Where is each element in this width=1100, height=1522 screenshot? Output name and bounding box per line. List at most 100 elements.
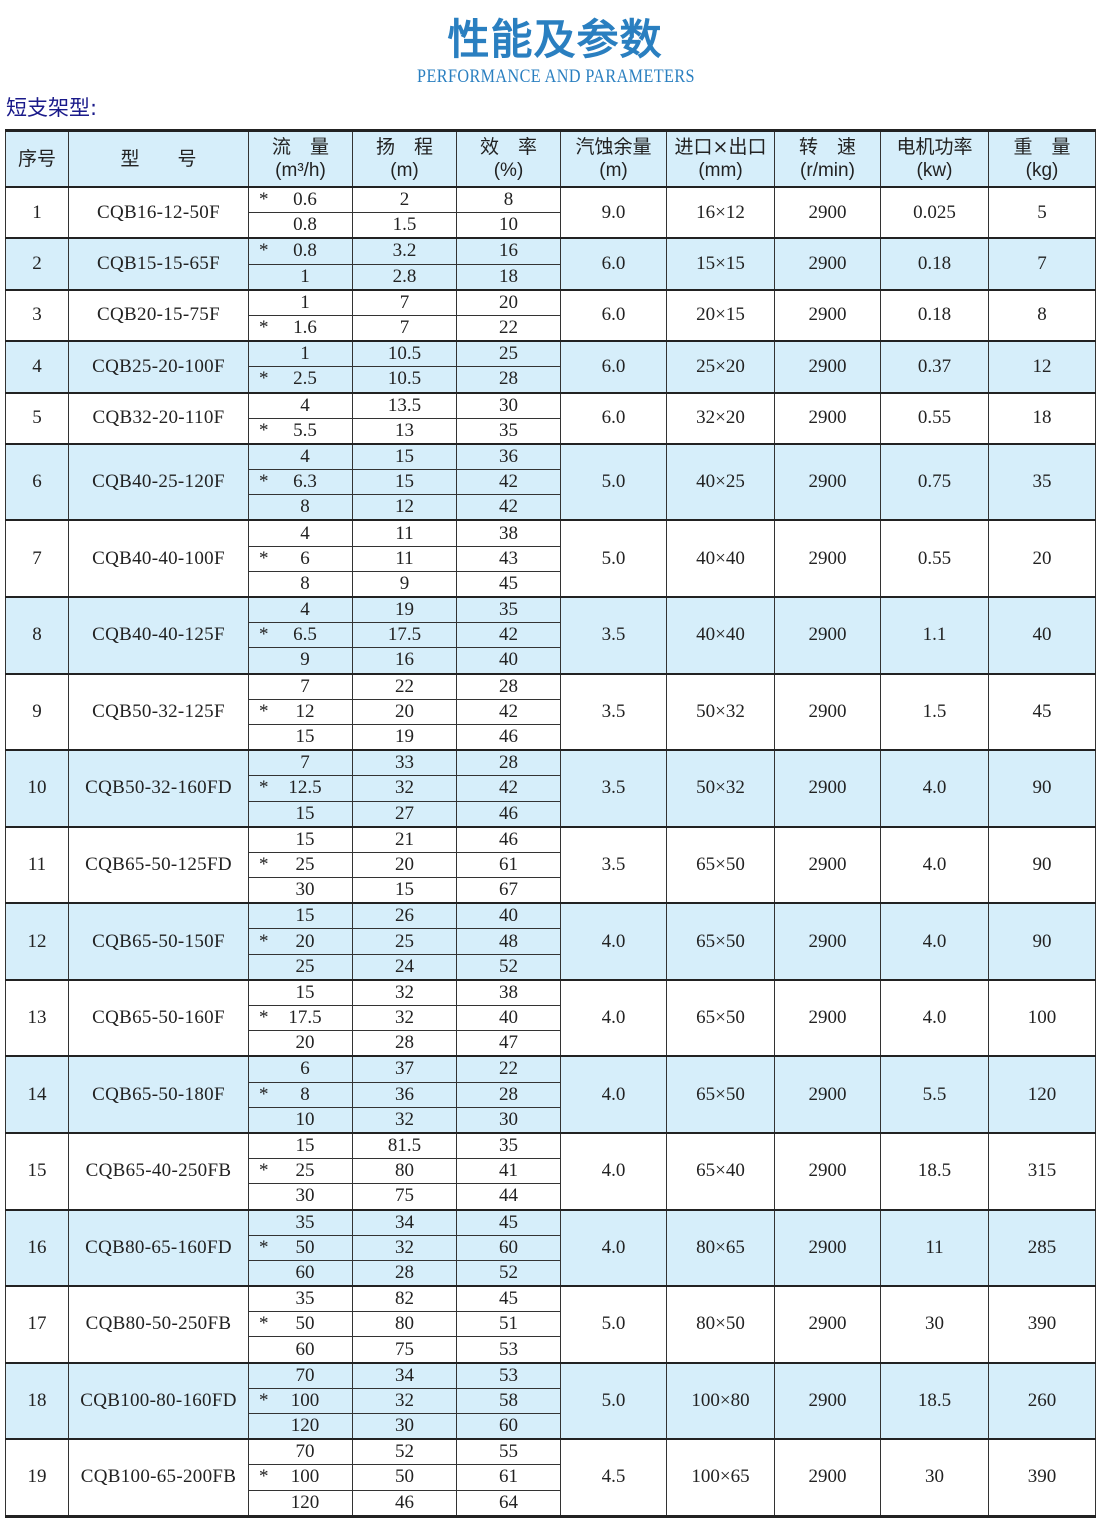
model-cell: CQB80-65-160FD [68, 1208, 249, 1287]
row-number: 18 [5, 1361, 69, 1440]
rated-point-marker: * [259, 1007, 269, 1029]
row-number: 15 [5, 1131, 69, 1210]
flow-value: 9 [300, 649, 310, 671]
flow-cell: 1 [248, 288, 353, 316]
table-row: 0.8 1.5 10 [6, 212, 1096, 239]
table-row: * 50 32 60 [6, 1234, 1096, 1261]
table-row: 4 CQB25-20-100F 1 10.5 25 6.0 25×20 2900 0.37 12 [5, 340, 1096, 394]
header-flow: 流 量 (m³/h) [248, 130, 353, 188]
rated-point-marker: * [259, 700, 269, 722]
efficiency-cell: 42 [456, 698, 561, 725]
header-unit: (m³/h) [275, 160, 326, 181]
rated-point-marker: * [259, 547, 269, 569]
weight-cell: 8 [988, 288, 1096, 342]
flow-value: 1 [300, 343, 310, 365]
weight-cell: 260 [988, 1361, 1096, 1440]
table-row: 17 CQB80-50-250FB 35 82 45 5.0 80×50 2900 30 390 [5, 1285, 1096, 1364]
row-number: 6 [5, 442, 69, 521]
npsh-cell: 6.0 [560, 288, 667, 342]
rated-point-marker: * [259, 777, 269, 799]
efficiency-cell: 22 [456, 314, 561, 342]
flow-value: 100 [290, 1466, 320, 1488]
header-label: 效 率 [479, 136, 537, 158]
head-cell: 32 [352, 1234, 457, 1261]
head-cell: 75 [352, 1183, 457, 1210]
power-cell: 4.0 [880, 749, 989, 828]
efficiency-cell: 45 [456, 1285, 561, 1313]
row-number: 7 [5, 519, 69, 598]
npsh-cell: 5.0 [560, 519, 667, 598]
flow-cell: * 17.5 [248, 1004, 353, 1032]
flow-value: 1 [300, 291, 310, 313]
header-unit: (m) [599, 160, 628, 181]
flow-value: 12.5 [288, 777, 322, 799]
header-label: 流 量 [271, 136, 329, 158]
header-label: 序号 [17, 147, 56, 170]
head-cell: 28 [352, 1259, 457, 1287]
power-cell: 0.025 [880, 185, 989, 239]
speed-cell: 2900 [774, 340, 881, 394]
efficiency-cell: 8 [456, 186, 561, 214]
table-row: 11 CQB65-50-125FD 15 21 46 3.5 65×50 2900 4.0 90 [5, 825, 1096, 904]
speed-cell: 2900 [774, 672, 881, 751]
power-cell: 11 [880, 1208, 989, 1287]
weight-cell: 390 [988, 1285, 1096, 1364]
row-number: 2 [5, 237, 69, 291]
flow-cell: 60 [248, 1336, 353, 1364]
table-row: 3 CQB20-15-75F 1 7 20 6.0 20×15 2900 0.18 8 [5, 288, 1096, 342]
flow-value: 70 [295, 1441, 315, 1463]
table-row: 13 CQB65-50-160F 15 32 38 4.0 65×50 2900 4.0 100 [5, 978, 1096, 1057]
speed-cell: 2900 [774, 1131, 881, 1210]
flow-cell: * 2.5 [248, 366, 353, 393]
flow-value: 15 [295, 1135, 315, 1157]
table-row: * 25 20 61 [6, 851, 1096, 879]
speed-cell: 2900 [774, 1208, 881, 1287]
flow-value: 4 [300, 445, 310, 467]
header-npsh: 汽蚀余量 (m) [560, 130, 667, 188]
flow-cell: * 0.8 [248, 237, 353, 265]
efficiency-cell: 20 [456, 288, 561, 316]
head-cell: 81.5 [352, 1131, 457, 1160]
flow-value: 25 [295, 955, 315, 977]
head-cell: 3.2 [352, 237, 457, 265]
rated-point-marker: * [259, 368, 269, 390]
flow-value: 120 [290, 1491, 320, 1513]
flow-cell: * 25 [248, 851, 353, 879]
efficiency-cell: 42 [456, 775, 561, 802]
table-row: 120 46 64 [6, 1489, 1096, 1517]
efficiency-cell: 35 [456, 1131, 561, 1160]
table-row: 5 CQB32-20-110F 4 13.5 30 6.0 32×20 2900 0.55 18 [5, 391, 1096, 445]
ports-cell: 50×32 [666, 672, 775, 751]
flow-value: 100 [290, 1389, 320, 1411]
head-cell: 2.8 [352, 263, 457, 291]
rated-point-marker: * [259, 471, 269, 493]
header-label: 转 速 [798, 136, 856, 158]
npsh-cell: 6.0 [560, 237, 667, 291]
flow-value: 50 [295, 1236, 315, 1258]
flow-cell: * 25 [248, 1158, 353, 1185]
flow-cell: 15 [248, 978, 353, 1006]
npsh-cell: 5.0 [560, 1361, 667, 1440]
efficiency-cell: 22 [456, 1055, 561, 1083]
efficiency-cell: 53 [456, 1336, 561, 1364]
rated-point-marker: * [259, 1236, 269, 1258]
power-cell: 1.5 [880, 672, 989, 751]
head-cell: 19 [352, 723, 457, 751]
efficiency-cell: 40 [456, 1004, 561, 1032]
speed-cell: 2900 [774, 237, 881, 291]
speed-cell: 2900 [774, 519, 881, 598]
flow-value: 6 [300, 547, 310, 569]
flow-value: 120 [290, 1415, 320, 1437]
head-cell: 25 [352, 928, 457, 955]
efficiency-cell: 52 [456, 1259, 561, 1287]
efficiency-cell: 55 [456, 1438, 561, 1466]
head-cell: 10.5 [352, 366, 457, 393]
speed-cell: 2900 [774, 825, 881, 904]
flow-cell: * 12.5 [248, 775, 353, 802]
table-row: 18 CQB100-80-160FD 70 34 53 5.0 100×80 2900 18.5… [5, 1361, 1096, 1440]
ports-cell: 32×20 [666, 391, 775, 445]
efficiency-cell: 47 [456, 1030, 561, 1057]
flow-value: 0.8 [293, 214, 317, 236]
head-cell: 75 [352, 1336, 457, 1364]
flow-value: 8 [300, 572, 310, 594]
